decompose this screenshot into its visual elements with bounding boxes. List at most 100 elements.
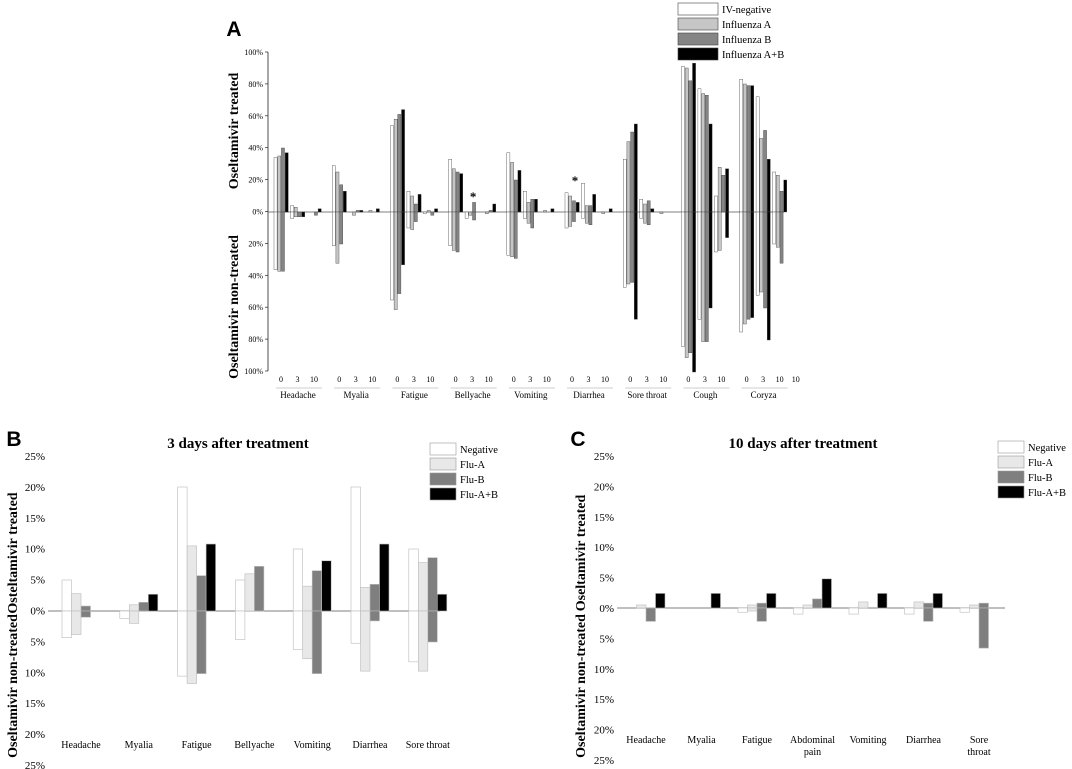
panel-a-bar-iv-negative-nontreated [623, 211, 627, 288]
panel-c-legend-label: Flu-B [1028, 473, 1053, 484]
panel-b-legend-swatch-flu-a-b [429, 487, 457, 501]
panel-b-bar-flu-a-nontreated [71, 610, 82, 635]
panel-a-bar-iv-negative-nontreated [772, 211, 776, 245]
panel-a-y-tick-label: 0% [252, 208, 263, 217]
panel-a-bar-influenza-a-treated [568, 195, 573, 213]
panel-a-bar-influenza-b-treated [705, 94, 709, 213]
panel-c-title: 10 days after treatment [729, 436, 878, 452]
panel-c-bar-flu-a-nontreated [747, 607, 758, 612]
panel-b-y-tick-label: 0% [30, 606, 45, 618]
panel-a-bar-iv-negative-treated [681, 66, 685, 213]
panel-c-bar-flu-b-treated [812, 598, 823, 609]
panel-b-legend-swatch-flu-b [429, 472, 457, 486]
panel-a-bar-influenza-a-treated [393, 118, 398, 213]
panel-a-bar-influenza-a-b-treated [725, 168, 729, 213]
panel-b-bar-negative-nontreated [177, 610, 188, 677]
panel-c-bar-flu-a-b-treated [877, 593, 888, 609]
panel-a-bar-influenza-b-nontreated [430, 211, 435, 216]
panel-a-bar-iv-negative-nontreated [639, 211, 644, 219]
panel-a-bar-influenza-b-treated [339, 184, 343, 213]
panel-a-bar-influenza-b-treated [530, 198, 535, 213]
panel-a-bar-influenza-a-nontreated [659, 211, 664, 214]
panel-b-category-label: Myalia [125, 740, 154, 751]
panel-a-bar-influenza-a-b-nontreated [692, 211, 696, 373]
panel-a-bar-influenza-b-nontreated [705, 211, 709, 342]
panel-a-day-label: 3 [761, 375, 765, 384]
panel-a-bar-influenza-a-treated [426, 210, 431, 213]
panel-b-bar-flu-b-treated [427, 557, 438, 612]
panel-a-bar-iv-negative-nontreated [390, 211, 394, 301]
panel-c-y-tick-label: 15% [594, 694, 614, 706]
panel-b-category-label: Headache [61, 740, 101, 751]
panel-a-bar-iv-negative-treated [390, 125, 394, 213]
panel-a-y-tick-label: 60% [248, 303, 263, 312]
panel-a-bar-influenza-b-nontreated [630, 211, 634, 283]
panel-a-day-label: 0 [395, 375, 399, 384]
panel-a-bar-influenza-a-treated [684, 67, 689, 213]
panel-a-bar-influenza-b-nontreated [297, 211, 302, 218]
panel-a-bar-influenza-b-nontreated [746, 211, 751, 320]
panel-a-bar-iv-negative-treated [639, 198, 644, 213]
panel-b-bar-flu-a-treated [244, 573, 255, 612]
panel-a-bar-iv-negative-nontreated [506, 211, 511, 256]
panel-c-y-tick-label: 25% [594, 755, 614, 767]
panel-c-bar-flu-a-b-treated [710, 593, 721, 609]
panel-b-bar-flu-a-treated [302, 585, 313, 612]
panel-c: C 10 days after treatment 25% 20% 15% 10% 5% 0%… [570, 428, 1066, 767]
panel-a-legend-swatch-influenza-a [677, 17, 719, 31]
panel-c-y-tick-label: 15% [594, 512, 614, 524]
panel-c-bar-negative-nontreated [959, 607, 970, 613]
panel-a-bar-influenza-b-treated [455, 171, 460, 213]
panel-a-bar-influenza-a-treated [585, 205, 589, 213]
panel-b-bar-flu-b-nontreated [196, 610, 207, 674]
panel-a-bar-influenza-a-b-treated [492, 203, 497, 213]
panel-a-bar-influenza-a-treated [759, 138, 764, 213]
panel-c-legend-swatch-flu-a-b [997, 485, 1025, 499]
panel-b-category-label: Bellyache [234, 740, 275, 751]
panel-c-y-tick-label: 25% [594, 451, 614, 463]
panel-a-bar-influenza-a-nontreated [393, 211, 398, 310]
panel-a-bar-influenza-a-nontreated [294, 211, 298, 218]
panel-c-bar-flu-a-treated [747, 604, 758, 609]
panel-b-letter: B [6, 428, 21, 451]
panel-a-bar-iv-negative-nontreated [755, 211, 760, 296]
panel-c-y-tick-label: 0% [599, 603, 614, 615]
panel-a-y-tick-label: 60% [248, 112, 263, 121]
panel-a-day-label: 3 [354, 375, 358, 384]
panel-a-y-tick-label: 80% [248, 80, 263, 89]
panel-b-bar-flu-a-treated [186, 545, 197, 612]
panel-a-bar-iv-negative-treated [714, 195, 718, 213]
panel-a-bar-influenza-a-b-treated [359, 210, 364, 213]
panel-c-category-label: Headache [626, 735, 666, 746]
panel-b-bar-flu-b-treated [311, 570, 323, 612]
panel-a-bar-iv-negative-nontreated [423, 211, 427, 214]
panel-a-bar-influenza-a-b-treated [650, 208, 655, 213]
panel-c-category-label: Sore throat [967, 735, 991, 758]
panel-a-bar-influenza-b-nontreated [763, 211, 767, 309]
panel-a-bar-iv-negative-nontreated [332, 211, 336, 246]
panel-a-bar-influenza-a-b-treated [376, 208, 380, 213]
panel-a-day-label: 10 [659, 375, 667, 384]
panel-b-bar-flu-a-nontreated [302, 610, 313, 660]
panel-c-bar-flu-a-b-treated [821, 578, 832, 609]
panel-b-ylabel-nontreated: Oseltamivir non-treated [6, 614, 21, 758]
panel-a-day-label: 0 [279, 375, 283, 384]
panel-a-bar-influenza-b-nontreated [688, 211, 693, 354]
panel-b-bar-flu-a-nontreated [186, 610, 197, 684]
panel-b-bar-flu-b-nontreated [80, 610, 91, 618]
panel-a-bar-influenza-b-treated [572, 200, 576, 213]
panel-a-day-label: 10 [717, 375, 725, 384]
panel-b-y-tick-label: 5% [30, 575, 45, 587]
panel-a-bar-influenza-b-nontreated [339, 211, 343, 245]
panel-a-day-label: 0 [454, 375, 458, 384]
panel-b-y-tick-label: 20% [25, 482, 45, 494]
panel-a-legend-label: IV-negative [722, 5, 772, 16]
panel-a-bar-influenza-a-treated [294, 206, 298, 213]
panel-c-legend-swatch-flu-a [997, 455, 1025, 469]
panel-a-ylabel-treated: Oseltamivir treated [227, 73, 242, 190]
panel-a-bar-influenza-b-treated [397, 114, 402, 213]
panel-a-bar-influenza-a-b-treated [550, 208, 555, 213]
panel-a-day-label: 10 [368, 375, 376, 384]
panel-b-y-tick-label: 15% [25, 698, 45, 710]
panel-c-bar-flu-a-treated [858, 601, 869, 609]
